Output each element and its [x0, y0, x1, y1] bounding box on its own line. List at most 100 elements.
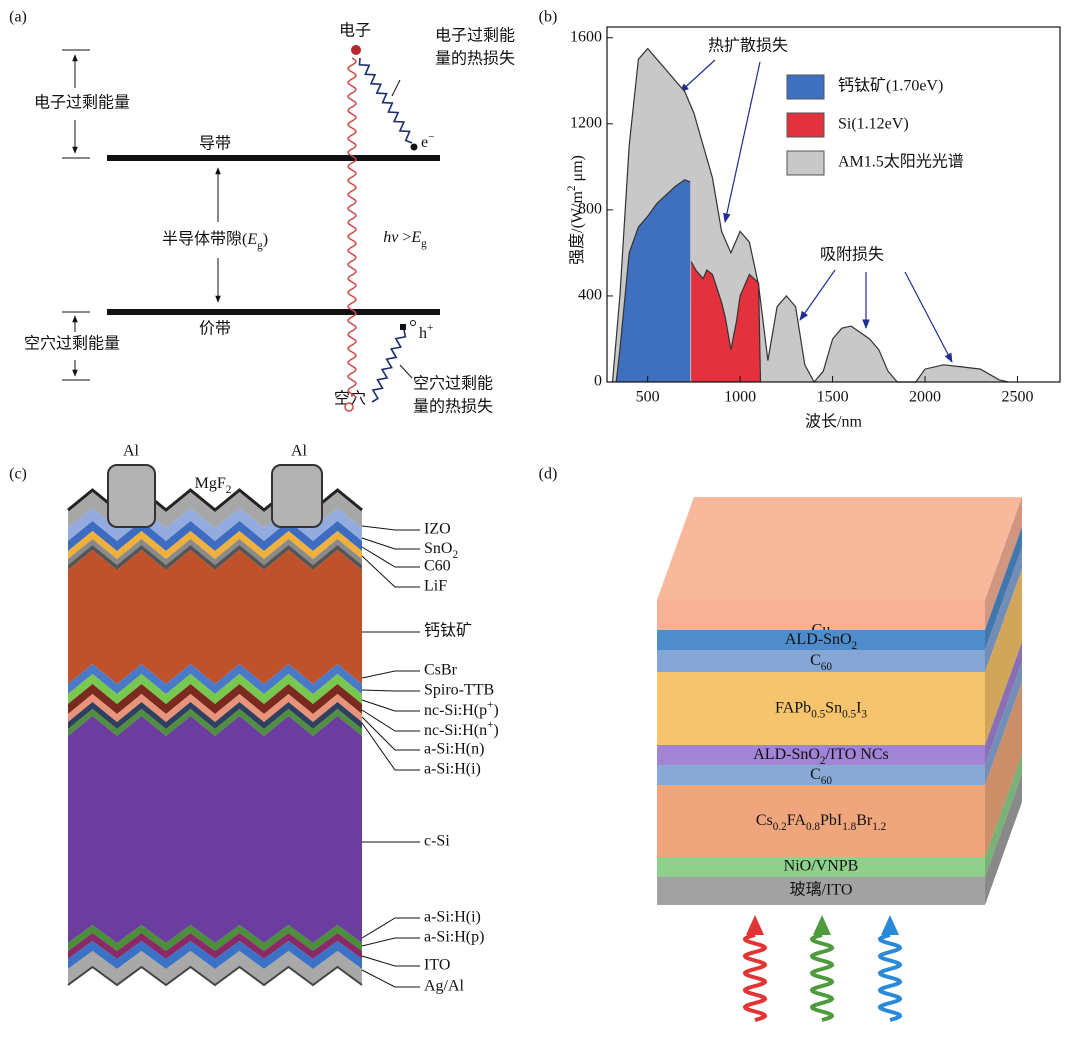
- label: hν >Eg: [383, 229, 427, 250]
- label: 价带: [199, 320, 231, 338]
- label: 电子: [339, 22, 371, 40]
- light-wave: [745, 935, 765, 1020]
- light-wave: [880, 935, 900, 1020]
- italic-run: E: [246, 231, 257, 248]
- leader-line: [362, 526, 420, 530]
- panel-label: (d): [539, 466, 558, 483]
- subscript: 0.8: [806, 821, 820, 833]
- italic-run: E: [410, 229, 421, 246]
- legend-label: AM1.5太阳光光谱: [838, 153, 964, 171]
- subscript: 2: [226, 484, 232, 496]
- arrow: [800, 270, 835, 320]
- leader-line: [362, 538, 420, 549]
- layer-label: a-Si:H(i): [424, 909, 481, 926]
- arrow: [905, 272, 952, 362]
- y-tick-label: 1600: [570, 28, 602, 45]
- y-tick-label: 400: [578, 287, 602, 304]
- layer-label: nc-Si:H(p+): [424, 699, 499, 719]
- light-arrowhead: [813, 915, 831, 935]
- text-run: C: [810, 652, 821, 669]
- y-tick-label: 0: [594, 373, 602, 390]
- leader-line: [362, 918, 420, 938]
- arrow: [680, 60, 715, 92]
- label: MgF2: [195, 475, 232, 496]
- x-axis-label: 波长/nm: [805, 413, 862, 431]
- electron-dot: [351, 45, 361, 55]
- label: Al: [291, 443, 308, 460]
- subscript: g: [421, 238, 427, 250]
- text-run: h: [419, 325, 427, 342]
- text-run: 强度/(W/m: [568, 191, 586, 265]
- layer-label: NiO/VNPB: [784, 858, 859, 875]
- subscript: 3: [861, 708, 867, 720]
- text-run: FA: [787, 812, 807, 829]
- text-run: nc-Si:H(n: [424, 722, 487, 739]
- leader: [392, 80, 400, 96]
- text-run: Cs: [756, 812, 773, 829]
- annotation: 吸附损失: [820, 246, 884, 264]
- layer-label: 玻璃/ITO: [790, 881, 853, 899]
- al-contact: [272, 465, 322, 527]
- layer-label: 钙钛矿: [424, 622, 472, 640]
- leader-line: [362, 671, 420, 678]
- figure: (a)(b)(c)(d)电子过剩能量导带半导体带隙(Eg)价带空穴过剩能量hν …: [0, 0, 1075, 1038]
- label: 导带: [199, 135, 231, 153]
- layer-label: a-Si:H(i): [424, 761, 481, 778]
- leader-line: [362, 710, 420, 731]
- label: e−: [421, 131, 434, 151]
- label: Al: [123, 443, 140, 460]
- legend-label: Si(1.12eV): [838, 116, 909, 133]
- leader-line: [362, 938, 420, 946]
- layer-label: a-Si:H(n): [424, 741, 484, 758]
- leader-line: [362, 556, 420, 587]
- panel-label: (b): [539, 9, 558, 26]
- al-contact: [108, 465, 155, 527]
- layer-label: CsBr: [424, 662, 458, 679]
- label: 半导体带隙(Eg): [162, 230, 268, 252]
- italic-run: hν: [383, 229, 399, 246]
- leader-line: [362, 970, 420, 987]
- x-tick-label: 1000: [724, 389, 756, 406]
- hole-mark: [411, 321, 416, 326]
- leader-line: [362, 700, 420, 711]
- label: 空穴过剩能量: [24, 335, 120, 353]
- electron-end: [411, 144, 418, 151]
- layer-label: C60: [424, 558, 451, 575]
- cell-layer: [68, 716, 362, 943]
- legend-label: 钙钛矿(1.70eV): [838, 77, 943, 95]
- subscript: 0.5: [811, 708, 825, 720]
- top-face: [657, 497, 1022, 600]
- layer-label: c-Si: [424, 833, 450, 850]
- text-run: Sn: [825, 699, 842, 716]
- label: 量的热损失: [435, 50, 515, 68]
- label: 电子过剩能量: [34, 94, 130, 112]
- superscript: +: [427, 322, 433, 334]
- text-run: ALD-SnO: [785, 631, 852, 648]
- text-run: 半导体带隙(: [162, 230, 247, 248]
- hole-dot: [345, 403, 353, 411]
- subscript: 2: [852, 640, 858, 652]
- layer-label: nc-Si:H(n+): [424, 719, 499, 739]
- leader: [400, 365, 412, 378]
- text-run: ALD-SnO: [753, 746, 820, 763]
- panel-label: (a): [9, 9, 27, 26]
- hole-end: [400, 324, 406, 330]
- layer-label: Spiro-TTB: [424, 682, 494, 699]
- text-run: PbI: [820, 812, 842, 829]
- layer-label: Ag/Al: [424, 978, 465, 995]
- light-arrowhead: [881, 915, 899, 935]
- layer-label: IZO: [424, 521, 451, 538]
- panel-label: (c): [9, 466, 27, 483]
- label: h+: [419, 322, 433, 342]
- cell-layer: [68, 550, 362, 684]
- text-run: ): [493, 702, 498, 719]
- y-axis-label: 强度/(W/m2 μm): [566, 155, 586, 265]
- text-run: MgF: [195, 475, 226, 492]
- x-tick-label: 1500: [817, 389, 849, 406]
- text-run: ): [263, 231, 268, 248]
- photon-wave: [348, 58, 356, 398]
- x-tick-label: 2500: [1001, 389, 1033, 406]
- text-run: e: [421, 134, 428, 151]
- subscript: 1.8: [842, 821, 856, 833]
- layer-label: ITO: [424, 957, 450, 974]
